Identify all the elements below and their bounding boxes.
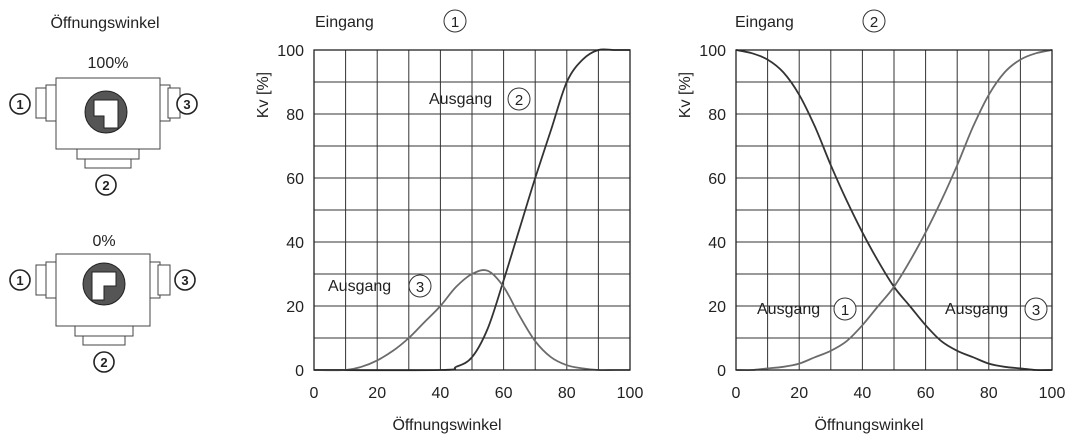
chart-1-annotation-series-2-number: 3 [416,279,424,296]
valve-closed-port-left: 1 [9,269,31,291]
chart-1-title-badge: 1 [443,9,467,33]
valve-closed: 0% 1 3 [9,233,196,373]
y-tick-label: 60 [286,171,304,188]
x-tick-label: 60 [917,385,935,402]
chart-2-annotation-series-1-name: Ausgang [757,301,820,318]
chart-2-y-label: Kv [%] [677,72,694,118]
chart-2-grid [736,50,1052,370]
chart-2-x-ticks: 0 20 40 60 80 100 [732,385,1066,402]
chart-1: Eingang 1 0 20 40 60 80 100 0 20 40 60 80 100 Öffn… [255,9,644,434]
chart-2-frame [735,49,1053,371]
valve-open-body [35,77,181,169]
chart-1-x-ticks: 0 20 40 60 80 100 [310,385,644,402]
svg-text:1: 1 [16,273,23,288]
chart-1-series [313,48,630,372]
valve-open-label: 100% [88,55,129,72]
chart-1-annotation-series-1-number: 2 [515,92,523,109]
valve-closed-ball [82,262,126,306]
chart-1-annotation-series-2: Ausgang 3 [328,274,432,298]
chart-1-annotation-series-1: Ausgang 2 [429,87,531,111]
valve-open-ball [84,90,128,134]
chart-2-annotation-series-1-number: 1 [841,302,849,319]
y-tick-label: 40 [286,235,304,252]
x-tick-label: 0 [310,385,319,402]
svg-text:3: 3 [181,273,188,288]
chart-2-x-label: Öffnungswinkel [814,416,923,434]
x-tick-label: 80 [980,385,998,402]
y-tick-label: 60 [708,171,726,188]
series-line-2 [313,48,630,372]
diagram-heading: Öffnungswinkel [50,14,159,32]
chart-2-y-ticks: 0 20 40 60 80 100 [699,43,726,380]
x-tick-label: 60 [495,385,513,402]
y-tick-label: 20 [286,299,304,316]
series-line-3 [735,49,1053,372]
chart-1-annotation-series-2-name: Ausgang [328,278,391,295]
chart-2-series [735,49,1053,372]
chart-2-annotation-series-1: Ausgang 1 [757,297,857,321]
x-tick-label: 20 [368,385,386,402]
y-tick-label: 0 [295,363,304,380]
svg-text:2: 2 [102,178,109,193]
y-tick-label: 80 [708,107,726,124]
x-tick-label: 100 [1039,385,1066,402]
x-tick-label: 0 [732,385,741,402]
chart-1-y-ticks: 0 20 40 60 80 100 [277,43,304,380]
valve-closed-port-bottom: 2 [93,351,115,373]
x-tick-label: 40 [432,385,450,402]
chart-2-title-badge: 2 [862,9,886,33]
y-tick-label: 100 [699,43,726,60]
chart-1-y-label: Kv [%] [255,72,272,118]
y-tick-label: 80 [286,107,304,124]
chart-1-title: Eingang [315,14,374,31]
valve-open-port-right: 3 [176,93,198,115]
chart-2-annotation-series-2-number: 3 [1032,302,1040,319]
y-tick-label: 20 [708,299,726,316]
chart-2-title: Eingang [735,14,794,31]
valve-closed-port-right: 3 [174,269,196,291]
x-tick-label: 40 [854,385,872,402]
valve-open: 100% 1 3 [9,55,198,196]
svg-text:1: 1 [451,14,459,31]
chart-2-annotation-series-2-name: Ausgang [945,301,1008,318]
y-tick-label: 100 [277,43,304,60]
x-tick-label: 20 [790,385,808,402]
chart-2: Eingang 2 0 20 40 60 80 100 0 20 40 60 80 100 Öffn… [677,9,1066,434]
valve-diagram-panel: Öffnungswinkel 100% 1 [9,14,198,373]
chart-2-annotation-series-2: Ausgang 3 [945,297,1048,321]
valve-open-port-bottom: 2 [95,174,117,196]
chart-1-annotation-series-1-name: Ausgang [429,91,492,108]
valve-open-port-left: 1 [9,93,31,115]
svg-text:3: 3 [183,97,190,112]
svg-text:2: 2 [100,355,107,370]
y-tick-label: 0 [717,363,726,380]
series-line-3 [313,269,630,372]
y-tick-label: 40 [708,235,726,252]
svg-text:1: 1 [16,97,23,112]
valve-closed-label: 0% [92,233,115,250]
chart-1-frame [313,49,631,371]
svg-text:2: 2 [870,14,878,31]
x-tick-label: 80 [558,385,576,402]
x-tick-label: 100 [617,385,644,402]
chart-1-x-label: Öffnungswinkel [392,416,501,434]
